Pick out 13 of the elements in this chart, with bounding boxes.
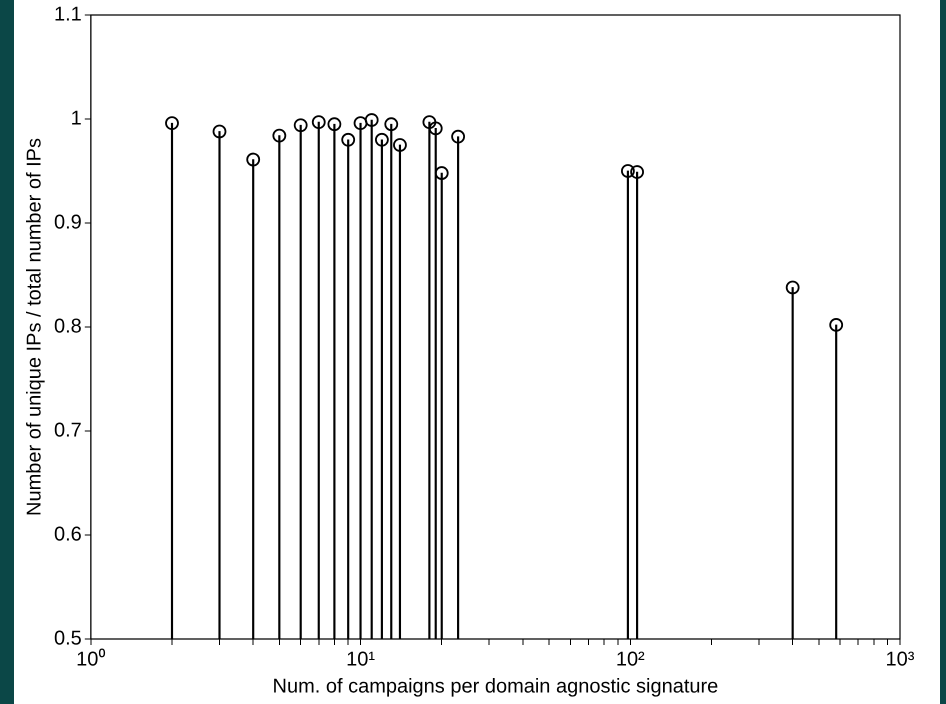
x-tick-label: 10⁰	[76, 648, 106, 671]
y-tick-label: 0.7	[54, 420, 82, 442]
y-axis-title: Number of unique IPs / total number of IPs	[24, 138, 46, 516]
y-tick-label: 1.1	[54, 4, 82, 26]
y-tick-label: 0.6	[54, 524, 82, 546]
x-tick-label: 10³	[886, 648, 915, 671]
y-tick-label: 1	[70, 108, 82, 130]
x-tick-label: 10¹	[346, 648, 376, 671]
y-tick-label: 0.5	[54, 628, 82, 650]
y-tick-label: 0.9	[54, 212, 82, 234]
x-axis-title: Num. of campaigns per domain agnostic signature	[272, 676, 718, 698]
y-tick-label: 0.8	[54, 316, 82, 338]
x-tick-label: 10²	[616, 648, 646, 671]
